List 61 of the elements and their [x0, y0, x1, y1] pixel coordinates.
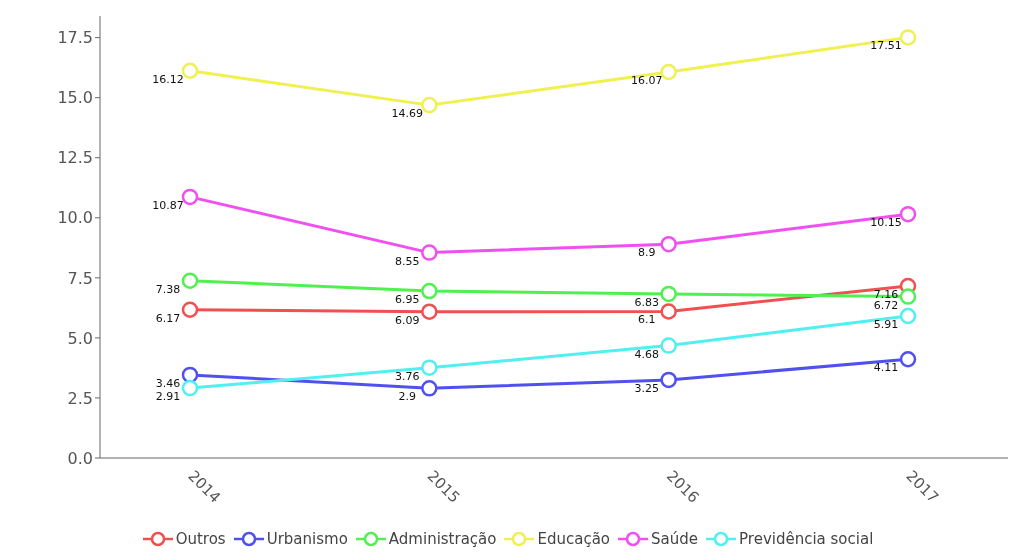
data-label: 6.83: [634, 295, 659, 309]
data-label: 16.07: [630, 73, 663, 87]
data-label: 3.25: [634, 381, 659, 395]
point: [181, 272, 199, 289]
legend-label: Administração: [387, 530, 497, 548]
data-label: 3.76: [395, 369, 420, 383]
data-label: 16.12: [152, 72, 184, 86]
y-tick-label: 2.5: [67, 388, 93, 408]
y-tick-label: 10.0: [57, 208, 93, 228]
data-label: 14.69: [391, 107, 424, 121]
point: [181, 301, 199, 319]
y-tick-label: 0.0: [67, 448, 93, 468]
y-tick-label: 5.0: [67, 328, 93, 348]
point: [181, 62, 199, 80]
point: [899, 288, 917, 305]
data-label: 6.09: [395, 313, 420, 327]
point: [899, 205, 917, 223]
data-label: 2.9: [398, 390, 417, 404]
data-label: 3.46: [155, 376, 181, 390]
y-tick-label: 12.5: [57, 148, 93, 168]
point: [660, 235, 677, 253]
legend-label: Previdência social: [738, 530, 874, 548]
point: [660, 285, 677, 303]
point: [660, 63, 677, 81]
point: [421, 244, 438, 261]
y-tick-label: 15.0: [57, 88, 93, 108]
point: [660, 303, 677, 320]
data-label: 7.16: [873, 288, 899, 301]
data-label: 4.11: [873, 361, 899, 375]
point: [899, 307, 917, 325]
data-label: 7.38: [155, 282, 181, 296]
point: [181, 188, 199, 206]
data-label: 5.91: [873, 318, 899, 332]
point: [660, 337, 677, 354]
point: [899, 351, 917, 368]
legend-label: Educação: [536, 530, 611, 548]
point: [660, 371, 677, 389]
legend-label: Saúde: [650, 530, 699, 548]
data-label: 6.1: [637, 313, 656, 327]
point: [899, 29, 917, 46]
data-label: 2.91: [155, 390, 181, 404]
point: [181, 366, 199, 384]
legend-label: Outros: [174, 530, 226, 548]
y-tick-label: 7.5: [67, 268, 93, 288]
data-label: 4.68: [634, 347, 659, 361]
data-label: 10.15: [870, 216, 902, 230]
point: [421, 303, 438, 320]
data-label: 6.95: [395, 293, 420, 307]
data-label: 8.9: [637, 246, 656, 260]
data-label: 6.17: [155, 311, 181, 325]
legend-label: Urbanismo: [265, 530, 348, 548]
data-label: 8.55: [395, 254, 420, 268]
point: [421, 96, 438, 114]
y-tick-label: 17.5: [57, 28, 93, 48]
data-label: 10.87: [152, 198, 184, 212]
point: [421, 282, 438, 300]
point: [421, 359, 438, 376]
data-label: 17.51: [870, 39, 902, 53]
data-label: 6.72: [873, 298, 899, 312]
point: [181, 379, 199, 397]
point: [421, 380, 438, 397]
